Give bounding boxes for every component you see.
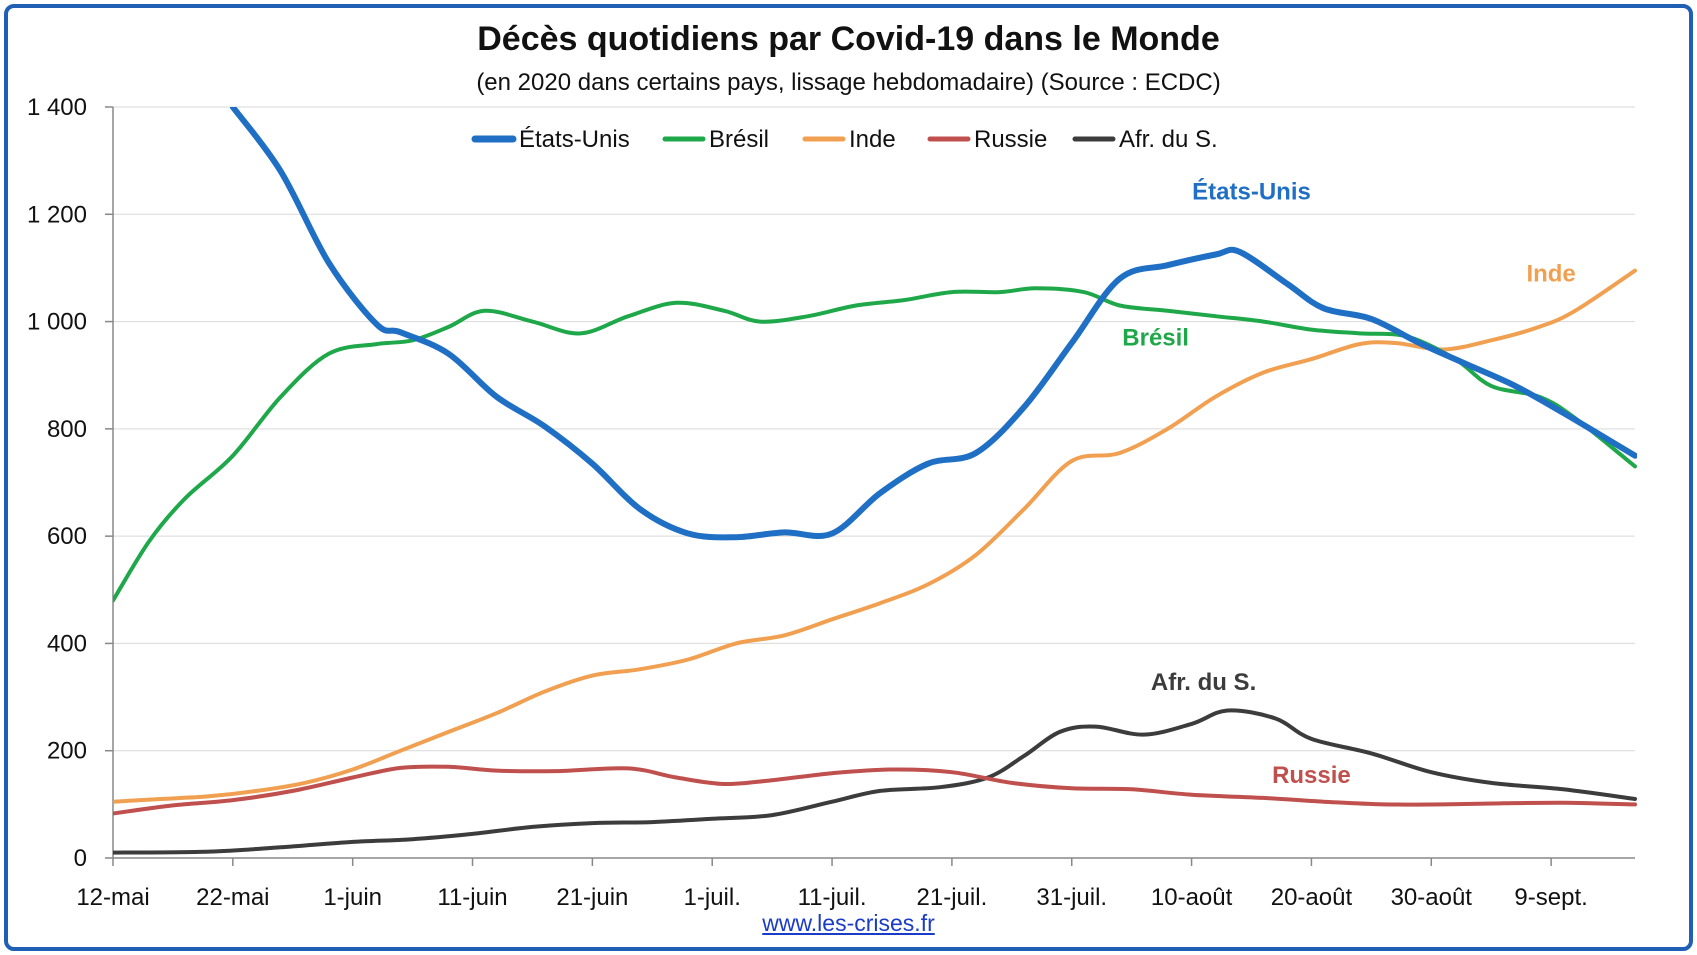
x-tick-label: 20-août <box>1271 884 1353 911</box>
x-tick-label: 1-juil. <box>684 884 741 911</box>
x-tick-label: 1-juin <box>323 884 382 911</box>
y-tick-label: 1 400 <box>27 94 87 121</box>
x-tick-label: 22-mai <box>196 884 269 911</box>
x-tick-label: 12-mai <box>76 884 149 911</box>
y-tick-label: 0 <box>74 845 87 872</box>
series-annotation: Afr. du S. <box>1151 669 1256 696</box>
y-tick-label: 400 <box>47 630 87 657</box>
legend-label: États-Unis <box>519 126 630 153</box>
y-tick-label: 1 000 <box>27 309 87 336</box>
series-annotation: Russie <box>1272 762 1351 789</box>
y-tick-label: 600 <box>47 523 87 550</box>
legend-label: Afr. du S. <box>1119 126 1218 153</box>
legend-label: Inde <box>849 126 896 153</box>
legend-label: Russie <box>974 126 1047 153</box>
series-line-etats-unis <box>229 107 1637 541</box>
x-tick-label: 11-juil. <box>798 884 867 911</box>
chart-title: Décès quotidiens par Covid-19 dans le Mo… <box>477 20 1220 58</box>
x-tick-label: 30-août <box>1391 884 1473 911</box>
legend-label: Brésil <box>709 126 769 153</box>
series-line-afr-du-s <box>113 708 1637 855</box>
x-tick-label: 21-juin <box>556 884 628 911</box>
x-tick-label: 10-août <box>1151 884 1233 911</box>
series-line-inde <box>113 268 1637 804</box>
source-link[interactable]: www.les-crises.fr <box>762 910 935 936</box>
y-tick-label: 1 200 <box>27 201 87 228</box>
y-tick-label: 200 <box>47 738 87 765</box>
series-annotation: Inde <box>1526 260 1575 287</box>
series-annotation: Brésil <box>1122 325 1189 352</box>
y-tick-label: 800 <box>47 416 87 443</box>
series-line-bresil <box>113 286 1637 603</box>
series-annotation: États-Unis <box>1192 177 1311 205</box>
x-tick-label: 31-juil. <box>1036 884 1107 911</box>
series-line-russie <box>113 764 1637 816</box>
x-tick-label: 11-juin <box>437 884 507 911</box>
chart-subtitle: (en 2020 dans certains pays, lissage heb… <box>476 69 1221 96</box>
x-tick-label: 9-sept. <box>1514 884 1587 911</box>
x-tick-label: 21-juil. <box>917 884 988 911</box>
